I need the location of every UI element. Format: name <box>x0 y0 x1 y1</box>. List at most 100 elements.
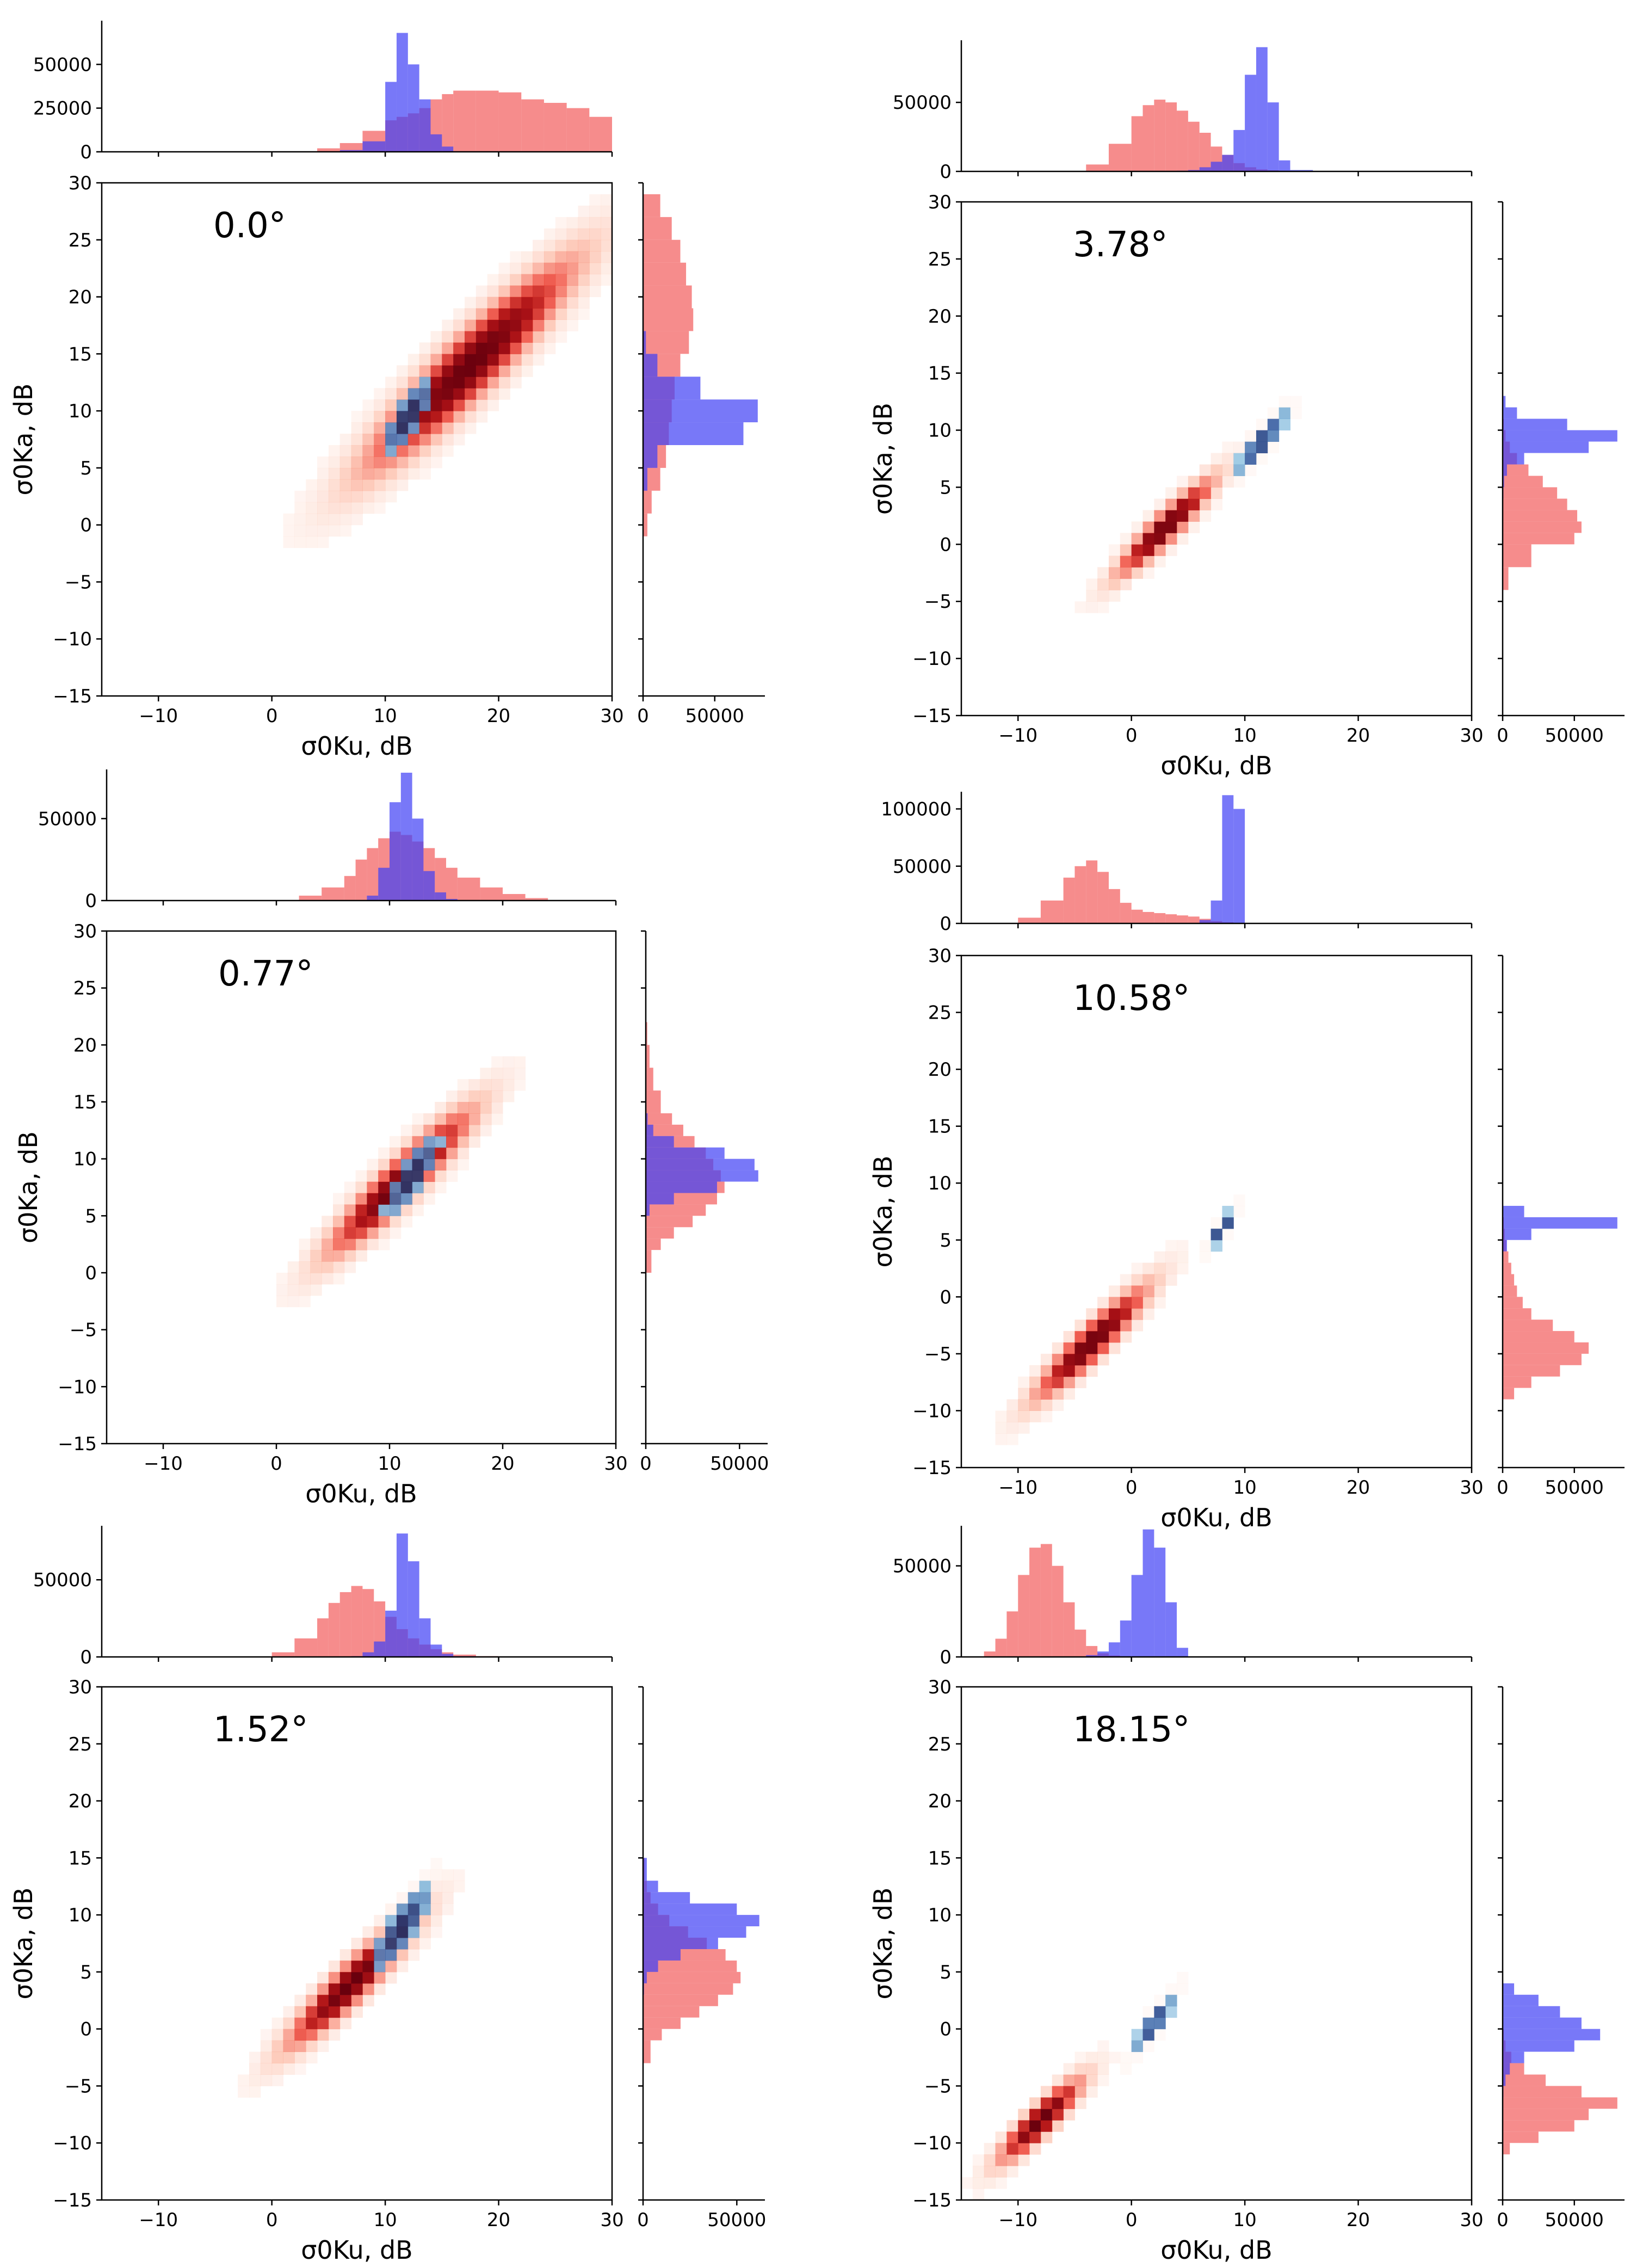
right-hist-bar <box>643 467 647 491</box>
top-hist-bar <box>1154 1548 1166 1657</box>
heatmap-cell <box>1074 601 1086 613</box>
heatmap-cell <box>362 434 374 446</box>
heatmap-cell <box>271 2040 284 2053</box>
heatmap-cell <box>1142 2029 1154 2041</box>
plot-frame <box>101 1686 613 2201</box>
heatmap-cell <box>475 411 488 423</box>
heatmap-cell <box>521 308 533 320</box>
heatmap-cell <box>1154 1274 1166 1286</box>
heatmap-cell <box>367 1238 379 1250</box>
right-hist-x-tick-label: 50000 <box>685 705 744 727</box>
top-hist-red-series <box>317 90 612 152</box>
right-hist-bar <box>646 1022 647 1045</box>
heatmap-cell <box>385 1926 397 1938</box>
heatmap-cell <box>510 308 522 320</box>
heatmap-cell <box>1086 590 1098 602</box>
y-axis-label: σ0Ka, dB <box>868 1156 898 1268</box>
y-tick-label: −10 <box>53 628 92 650</box>
heatmap-cell <box>396 1915 409 1927</box>
heatmap-cell <box>1052 1376 1064 1389</box>
heatmap-cell <box>276 1284 288 1296</box>
heatmap-cell <box>468 1079 480 1091</box>
y-axis-label: σ0Ka, dB <box>14 1131 43 1243</box>
heatmap-cell <box>1108 567 1121 579</box>
heatmap-cell <box>1131 1320 1144 1332</box>
heatmap-cell <box>457 1158 470 1171</box>
heatmap-cell <box>374 1926 386 1938</box>
heatmap-cell <box>328 1960 341 1973</box>
heatmap-cell <box>1097 590 1109 602</box>
x-axis-label: σ0Ku, dB <box>1160 2235 1272 2265</box>
heatmap-cell <box>1131 533 1144 545</box>
heatmap-cell <box>487 388 499 400</box>
heatmap-cell <box>1086 601 1098 613</box>
y-tick-label: 20 <box>928 306 952 328</box>
heatmap-cell <box>468 1113 480 1125</box>
y-tick-label: 30 <box>928 945 952 967</box>
heatmap-cell <box>328 513 341 526</box>
top-hist-bar <box>1165 102 1177 171</box>
heatmap-cell <box>465 411 477 423</box>
y-tick-label: 0 <box>940 2019 952 2041</box>
heatmap-cell <box>419 1892 431 1904</box>
heatmap-cell <box>475 388 488 400</box>
heatmap-cell <box>430 456 442 469</box>
right-hist-bar <box>1503 1388 1515 1400</box>
heatmap-cell <box>339 445 352 457</box>
heatmap-cell <box>446 1158 458 1171</box>
heatmap-cell <box>407 365 420 377</box>
heatmap-cell <box>407 411 420 423</box>
y-tick-label: 5 <box>80 1962 92 1983</box>
heatmap-cell <box>1063 1353 1075 1366</box>
right-hist-bar <box>1503 2074 1506 2086</box>
heatmap-cell <box>578 228 590 241</box>
heatmap-cell <box>339 467 352 480</box>
heatmap-cell <box>260 2029 273 2041</box>
top-hist-bar <box>1222 155 1234 171</box>
heatmap-cell <box>1018 1388 1030 1400</box>
heatmap-cell <box>601 251 613 263</box>
heatmap-cell <box>533 251 545 263</box>
heatmap-cell <box>498 262 510 275</box>
heatmap-cell <box>249 2086 261 2098</box>
heatmap-cell <box>1086 2063 1098 2075</box>
y-tick-label: 20 <box>69 287 92 309</box>
heatmap-cell <box>1063 2097 1075 2109</box>
heatmap-cell <box>355 1238 367 1250</box>
heatmap-cell <box>430 1892 442 1904</box>
heatmap-cell <box>407 354 420 366</box>
top-hist-bar <box>1222 795 1234 923</box>
heatmap-cell <box>510 285 522 298</box>
heatmap-cell <box>378 1147 390 1160</box>
heatmap-cell <box>1006 2154 1018 2166</box>
heatmap-cell <box>367 1193 379 1205</box>
heatmap-cell <box>1245 430 1257 442</box>
top-hist-bar <box>322 887 344 901</box>
heatmap-cell <box>1086 578 1098 590</box>
heatmap-cell <box>442 445 454 457</box>
heatmap-cell <box>390 1227 402 1239</box>
heatmap-cell <box>457 1147 470 1160</box>
heatmap-cell <box>419 1881 431 1893</box>
heatmap-cell <box>1052 1342 1064 1354</box>
heatmap-cell <box>442 1869 454 1881</box>
top-hist-bar <box>1142 1529 1154 1657</box>
right-hist-bar <box>643 308 694 331</box>
heatmap-cell <box>367 1227 379 1239</box>
heatmap-cell <box>566 308 578 320</box>
heatmap-cell <box>374 422 386 434</box>
heatmap-cell <box>351 1994 363 2007</box>
heatmap-cell <box>407 1926 420 1938</box>
heatmap-cell <box>1154 544 1166 556</box>
heatmap-cell <box>601 262 613 275</box>
right-hist-bar <box>646 1204 706 1216</box>
heatmap-cell <box>339 2017 352 2030</box>
right-hist-bar <box>646 1124 653 1136</box>
heatmap-cell <box>1052 1388 1064 1400</box>
top-hist-red-series <box>1018 860 1245 923</box>
heatmap-cell <box>503 1090 515 1102</box>
top-hist-bar <box>1210 900 1222 923</box>
heatmap-cell <box>317 490 329 503</box>
heatmap-cell <box>328 2017 341 2030</box>
heatmap-cell <box>995 2131 1007 2143</box>
